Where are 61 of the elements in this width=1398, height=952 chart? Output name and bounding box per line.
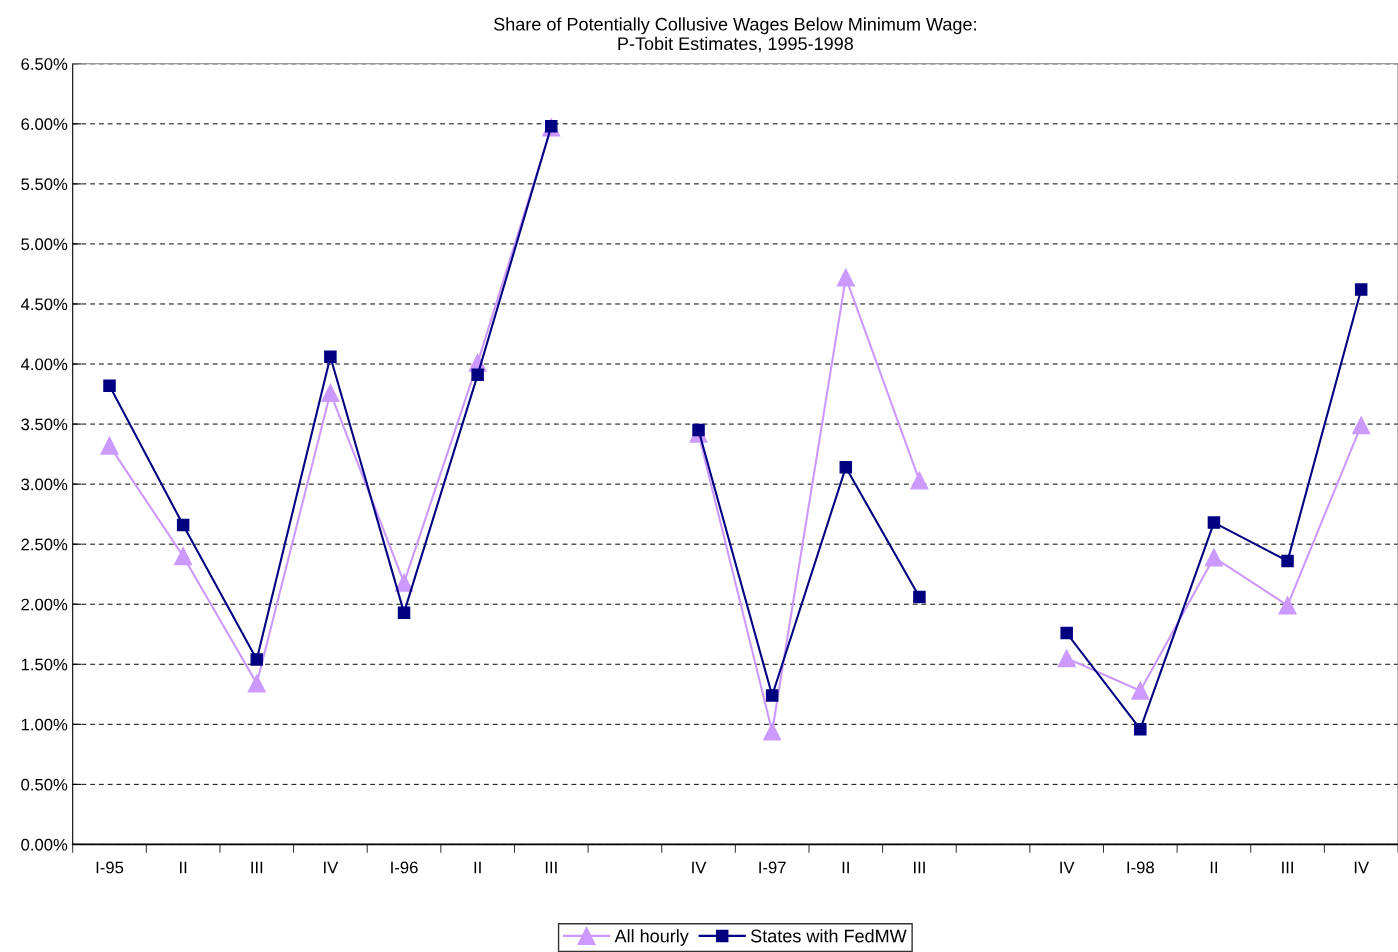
point	[910, 471, 929, 490]
chart-title: Share of Potentially Collusive Wages Below Minimum Wage: P-Tobit Estimates, 1995-1998	[494, 17, 976, 53]
point	[765, 689, 779, 702]
point	[1204, 548, 1223, 567]
legend-label: States with FedMW	[751, 929, 907, 943]
x-tick-label: II	[1210, 861, 1218, 874]
x-tick-label: III	[1282, 861, 1293, 874]
point	[324, 350, 337, 364]
y-tick-label: 4.00%	[20, 358, 68, 371]
x-tick-label: II	[180, 861, 187, 874]
y-tick-label: 2.00%	[21, 598, 68, 611]
y-tick-label: 0.50%	[21, 778, 68, 791]
point	[394, 573, 414, 592]
point	[103, 379, 116, 392]
x-tick-label: IV	[692, 861, 707, 874]
x-tick-label: IV	[1060, 861, 1075, 874]
x-tick-label: II	[842, 861, 849, 874]
x-tick-label: I-96	[391, 861, 418, 874]
y-tick-label: 1.50%	[21, 658, 68, 671]
x-tick-label: III	[545, 861, 557, 874]
y-tick-label: 2.50%	[21, 538, 68, 551]
x-tick-label: IV	[324, 861, 339, 874]
y-tick-label: 3.50%	[21, 418, 68, 431]
point	[174, 547, 193, 566]
point	[692, 423, 705, 437]
y-tick-label: 6.50%	[21, 58, 68, 70]
point	[250, 653, 264, 666]
point	[176, 518, 190, 532]
y-tick-label: 3.00%	[21, 478, 68, 491]
point	[1131, 681, 1150, 700]
point	[839, 461, 853, 474]
x-tick-label: III	[251, 861, 263, 874]
y-tick-label: 4.50%	[20, 298, 68, 311]
y-tick-label: 1.00%	[21, 718, 68, 731]
point	[763, 722, 782, 741]
y-tick-label: 0.00%	[21, 838, 68, 851]
point	[321, 383, 340, 402]
point	[1281, 554, 1294, 568]
point	[1207, 516, 1221, 529]
point	[913, 590, 926, 604]
legend-label: All hourly	[614, 929, 689, 946]
point	[1352, 416, 1371, 435]
point	[471, 368, 484, 382]
x-tick-label: IV	[1354, 861, 1369, 874]
y-tick-label: 5.50%	[21, 178, 68, 191]
x-tick-label: II	[474, 861, 481, 874]
point	[1060, 626, 1073, 640]
point	[1278, 596, 1297, 615]
x-tick-label: I-98	[1127, 861, 1154, 874]
x-tick-label: III	[914, 861, 925, 874]
point	[397, 606, 411, 619]
y-tick-label: 6.00%	[21, 118, 68, 131]
point	[247, 674, 266, 693]
point	[100, 436, 119, 455]
y-tick-label: 5.00%	[21, 238, 68, 251]
point	[1057, 649, 1076, 668]
point	[1134, 722, 1147, 736]
x-tick-label: I-97	[759, 861, 786, 874]
point	[1354, 283, 1368, 296]
x-tick-label: I-95	[96, 861, 124, 874]
point	[836, 268, 855, 287]
